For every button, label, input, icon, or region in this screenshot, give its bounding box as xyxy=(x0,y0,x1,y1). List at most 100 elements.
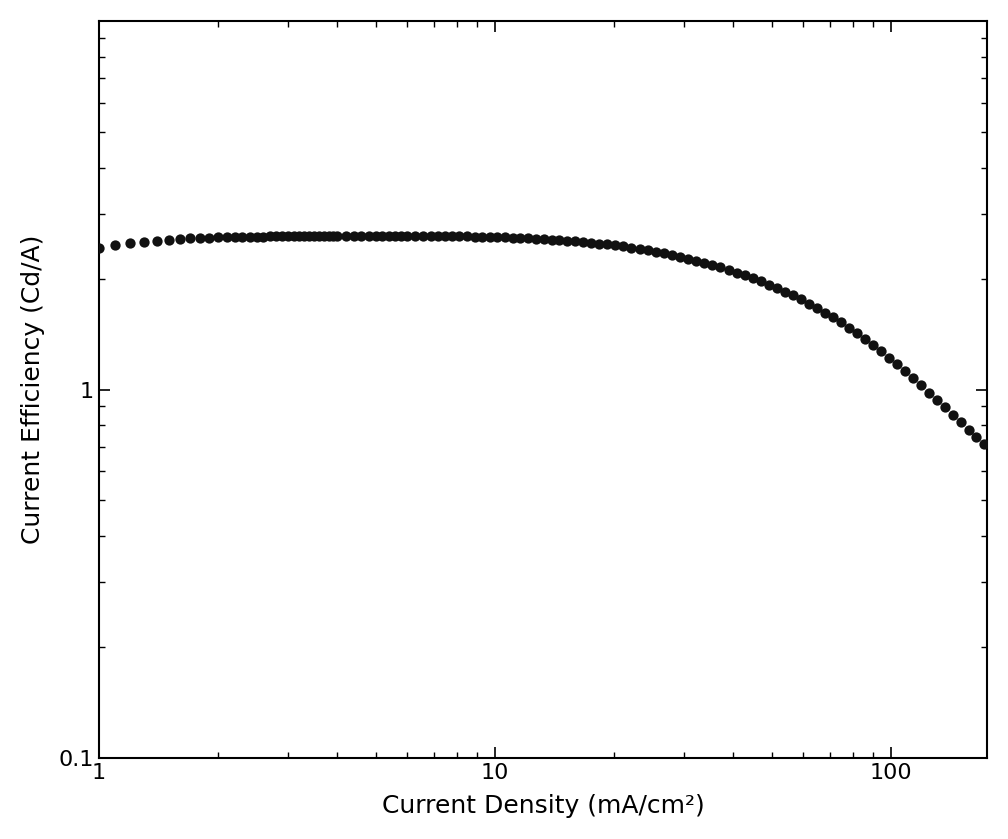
Point xyxy=(274,230,290,243)
Point xyxy=(296,229,312,242)
Point xyxy=(697,256,713,269)
Point xyxy=(149,234,165,248)
Point xyxy=(599,237,615,251)
Point xyxy=(321,229,337,242)
Point xyxy=(467,230,483,243)
Point xyxy=(953,415,969,429)
Point xyxy=(833,315,849,329)
Point xyxy=(656,247,672,260)
Point xyxy=(776,285,792,299)
Point xyxy=(354,229,370,242)
Point xyxy=(769,281,785,294)
Point xyxy=(415,229,431,242)
Point xyxy=(543,232,559,246)
Point xyxy=(171,232,187,246)
Point xyxy=(632,242,648,256)
Point xyxy=(849,326,865,340)
Point xyxy=(160,233,176,247)
Point xyxy=(865,338,881,352)
Point xyxy=(393,229,409,242)
Point xyxy=(227,230,243,243)
Point xyxy=(607,238,623,252)
Point xyxy=(459,230,475,243)
Point xyxy=(623,241,639,254)
Point xyxy=(721,263,737,277)
Point xyxy=(913,378,929,392)
Point xyxy=(800,297,816,310)
Point xyxy=(648,245,664,258)
Point xyxy=(249,230,265,243)
Point xyxy=(615,240,631,253)
Point xyxy=(944,408,961,421)
Point xyxy=(558,234,575,248)
Point xyxy=(688,254,705,268)
Point xyxy=(825,310,841,324)
Point xyxy=(520,232,536,245)
Point xyxy=(445,230,461,243)
Point xyxy=(961,423,977,436)
Point xyxy=(881,351,897,364)
Point xyxy=(753,274,769,288)
Y-axis label: Current Efficiency (Cd/A): Current Efficiency (Cd/A) xyxy=(21,235,44,545)
Point xyxy=(316,229,332,242)
Point xyxy=(928,393,944,407)
Point xyxy=(969,430,985,443)
Point xyxy=(381,229,397,242)
Point xyxy=(792,293,808,306)
Point xyxy=(583,236,599,249)
Point xyxy=(107,238,123,252)
Point xyxy=(451,230,467,243)
Point xyxy=(192,232,208,245)
Point xyxy=(889,357,905,371)
Point xyxy=(936,401,953,414)
Point xyxy=(664,248,680,262)
Point xyxy=(91,242,107,255)
Point xyxy=(489,231,505,244)
Point xyxy=(550,233,566,247)
Point xyxy=(219,231,235,244)
Point xyxy=(873,345,889,358)
Point xyxy=(291,229,307,242)
Point xyxy=(784,289,800,302)
Point xyxy=(729,266,745,279)
Point xyxy=(591,237,607,250)
Point xyxy=(268,230,284,243)
Point xyxy=(306,229,323,242)
Point xyxy=(737,268,753,282)
Point xyxy=(387,229,403,242)
X-axis label: Current Density (mA/cm²): Current Density (mA/cm²) xyxy=(382,795,705,818)
Point xyxy=(368,229,384,242)
Point xyxy=(182,232,199,245)
Point xyxy=(857,332,873,346)
Point xyxy=(576,235,592,248)
Point xyxy=(423,229,439,242)
Point xyxy=(475,230,491,243)
Point xyxy=(528,232,544,245)
Point xyxy=(639,243,655,257)
Point xyxy=(745,272,761,285)
Point xyxy=(262,230,278,243)
Point xyxy=(816,306,833,320)
Point xyxy=(430,229,447,242)
Point xyxy=(761,278,777,291)
Point xyxy=(136,236,152,249)
Point xyxy=(346,229,362,242)
Point xyxy=(905,372,921,385)
Point xyxy=(920,386,936,399)
Point xyxy=(338,229,354,242)
Point xyxy=(325,229,341,242)
Point xyxy=(505,231,521,244)
Point xyxy=(671,250,687,263)
Point xyxy=(705,258,721,272)
Point xyxy=(255,230,271,243)
Point xyxy=(566,234,583,248)
Point xyxy=(242,230,258,243)
Point xyxy=(437,229,454,242)
Point xyxy=(497,231,513,244)
Point xyxy=(301,229,318,242)
Point xyxy=(361,229,377,242)
Point xyxy=(713,261,729,274)
Point xyxy=(841,321,857,335)
Point xyxy=(977,437,993,451)
Point xyxy=(374,229,390,242)
